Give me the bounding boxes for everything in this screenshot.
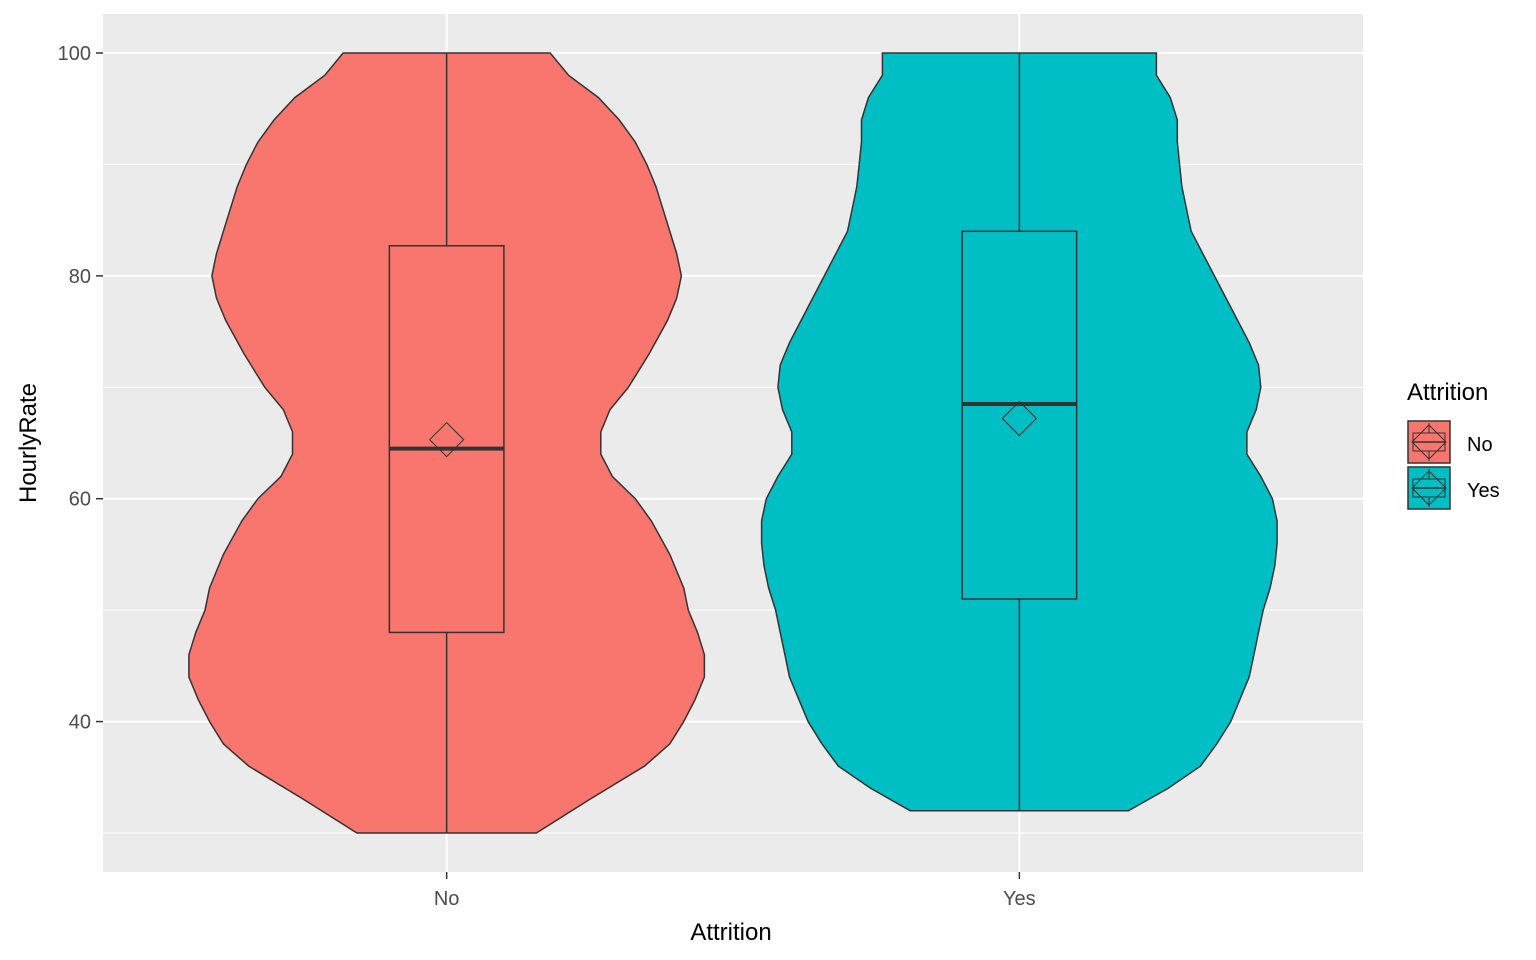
box-no	[388, 245, 505, 634]
y-tick-label: 40	[69, 712, 91, 734]
mean-marker-yes	[1001, 400, 1038, 437]
x-axis: No Yes	[434, 872, 1036, 910]
legend-key-yes	[1407, 466, 1451, 510]
y-tick-label: 100	[58, 43, 91, 65]
legend-label-yes: Yes	[1467, 480, 1500, 502]
boxplots	[388, 53, 1078, 833]
mean-marker-no	[428, 421, 465, 458]
legend-key-diamond	[1411, 470, 1447, 506]
legend-label-no: No	[1467, 434, 1493, 456]
box-yes	[961, 230, 1078, 600]
legend-key-no	[1407, 420, 1451, 464]
y-tick-label: 60	[69, 489, 91, 511]
y-axis-title: HourlyRate	[15, 383, 42, 503]
y-tick-label: 80	[69, 266, 91, 288]
x-axis-title: Attrition	[690, 919, 771, 946]
legend-keys	[1407, 420, 1451, 510]
x-tick-label: Yes	[1003, 888, 1036, 910]
legend-title: Attrition	[1407, 379, 1488, 406]
y-axis: 40 60 80 100	[58, 43, 103, 734]
legend-key-diamond	[1411, 424, 1447, 460]
x-tick-label: No	[434, 888, 460, 910]
legend: Attrition No Yes	[1407, 379, 1500, 510]
